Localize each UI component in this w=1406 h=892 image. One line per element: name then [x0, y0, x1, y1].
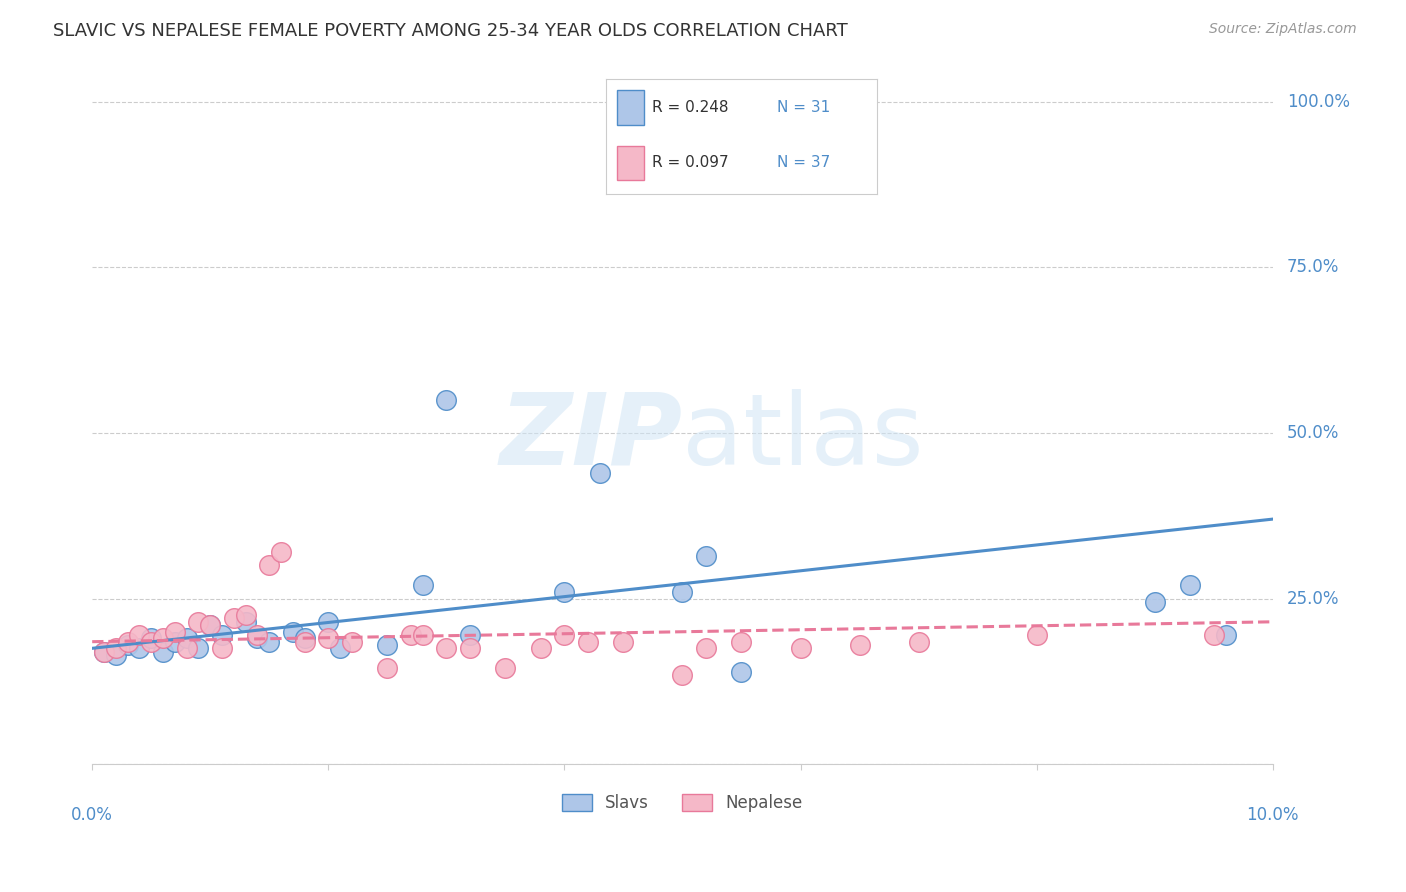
- Point: [294, 632, 316, 646]
- Point: [1025, 628, 1047, 642]
- Text: ZIP: ZIP: [499, 389, 682, 486]
- Text: 100.0%: 100.0%: [1286, 93, 1350, 111]
- Point: [434, 392, 457, 407]
- Point: [671, 668, 693, 682]
- Point: [93, 645, 115, 659]
- Point: [375, 661, 398, 675]
- Point: [1178, 578, 1201, 592]
- Point: [316, 632, 339, 646]
- Point: [141, 634, 163, 648]
- Point: [730, 634, 752, 648]
- Point: [294, 634, 316, 648]
- Point: [494, 661, 516, 675]
- Text: SLAVIC VS NEPALESE FEMALE POVERTY AMONG 25-34 YEAR OLDS CORRELATION CHART: SLAVIC VS NEPALESE FEMALE POVERTY AMONG …: [53, 22, 848, 40]
- Point: [730, 665, 752, 679]
- Text: 75.0%: 75.0%: [1286, 259, 1340, 277]
- Point: [187, 615, 209, 629]
- Point: [104, 641, 127, 656]
- Point: [163, 624, 186, 639]
- Text: 0.0%: 0.0%: [72, 806, 112, 824]
- Point: [163, 634, 186, 648]
- Point: [152, 632, 174, 646]
- Point: [458, 641, 481, 656]
- Point: [246, 628, 269, 642]
- Point: [128, 628, 150, 642]
- Point: [117, 634, 139, 648]
- Point: [375, 638, 398, 652]
- Point: [458, 628, 481, 642]
- Point: [553, 585, 575, 599]
- Point: [211, 628, 233, 642]
- Point: [200, 618, 222, 632]
- Point: [340, 634, 363, 648]
- Text: 50.0%: 50.0%: [1286, 424, 1340, 442]
- Point: [612, 634, 634, 648]
- Point: [789, 641, 811, 656]
- Point: [1215, 628, 1237, 642]
- Point: [222, 611, 245, 625]
- Point: [176, 632, 198, 646]
- Point: [259, 634, 281, 648]
- Point: [281, 624, 304, 639]
- Point: [246, 632, 269, 646]
- Point: [695, 641, 717, 656]
- Text: atlas: atlas: [682, 389, 924, 486]
- Point: [589, 466, 612, 480]
- Point: [152, 645, 174, 659]
- Point: [695, 549, 717, 563]
- Point: [235, 615, 257, 629]
- Point: [316, 615, 339, 629]
- Point: [412, 628, 434, 642]
- Point: [211, 641, 233, 656]
- Text: 10.0%: 10.0%: [1247, 806, 1299, 824]
- Point: [434, 641, 457, 656]
- Point: [93, 645, 115, 659]
- Point: [235, 608, 257, 623]
- Point: [176, 641, 198, 656]
- Point: [117, 638, 139, 652]
- Point: [1202, 628, 1225, 642]
- Point: [104, 648, 127, 662]
- Point: [399, 628, 422, 642]
- Text: 25.0%: 25.0%: [1286, 590, 1340, 607]
- Point: [789, 178, 811, 192]
- Point: [848, 638, 870, 652]
- Point: [1143, 595, 1166, 609]
- Point: [412, 578, 434, 592]
- Point: [907, 634, 929, 648]
- Point: [671, 585, 693, 599]
- Text: Source: ZipAtlas.com: Source: ZipAtlas.com: [1209, 22, 1357, 37]
- Legend: Slavs, Nepalese: Slavs, Nepalese: [555, 787, 810, 819]
- Point: [141, 632, 163, 646]
- Point: [270, 545, 292, 559]
- Point: [329, 641, 352, 656]
- Point: [530, 641, 553, 656]
- Point: [128, 641, 150, 656]
- Point: [200, 618, 222, 632]
- Point: [553, 628, 575, 642]
- Point: [259, 558, 281, 573]
- Point: [576, 634, 599, 648]
- Point: [187, 641, 209, 656]
